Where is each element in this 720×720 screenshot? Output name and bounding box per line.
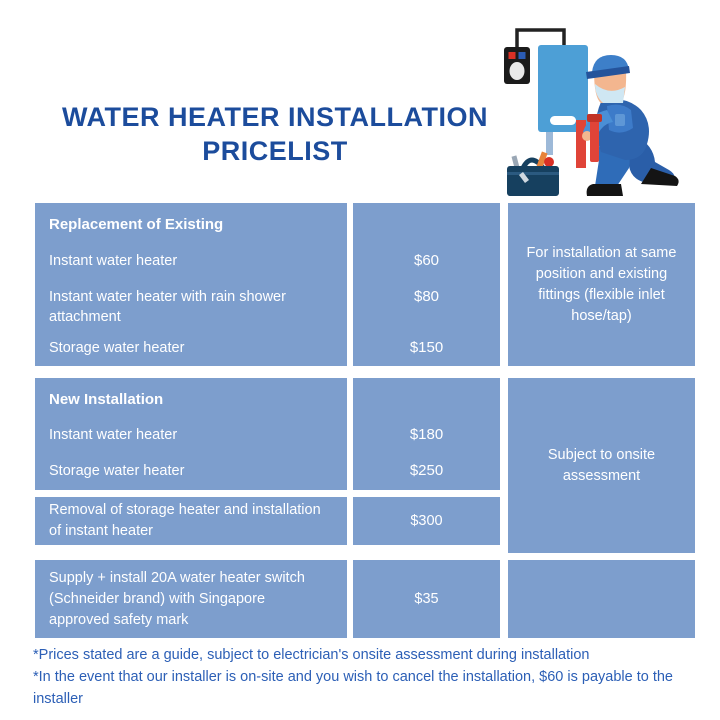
section2-header: New Installation [49, 391, 164, 408]
page-title-line1: WATER HEATER INSTALLATION [62, 102, 488, 132]
plumber-figure [582, 55, 679, 196]
row3-price: $300 [410, 512, 443, 529]
footnote-1: *Prices stated are a guide, subject to e… [33, 647, 590, 663]
plumber-installing-water-heater-illustration [504, 28, 679, 196]
section1-header: Replacement of Existing [49, 216, 224, 233]
section1-note-box: For installation at same position and ex… [508, 203, 695, 366]
row3-label-box: Removal of storage heater and installati… [35, 497, 347, 545]
section1-note: For installation at same position and ex… [526, 244, 677, 324]
section1-items-box: Replacement of Existing Instant water he… [35, 203, 347, 366]
section2-item2-label: Storage water heater [49, 463, 185, 479]
section2-prices-box: $180 $250 [353, 378, 500, 490]
section1-item2-price: $80 [413, 288, 440, 305]
water-heater-icon [538, 45, 588, 168]
row4-label: Supply + install 20A water heater switch… [49, 569, 305, 628]
footnote-2: *In the event that our installer is on-s… [33, 669, 673, 707]
section1-item3-label: Storage water heater [49, 340, 185, 356]
section1-item3-price: $150 [409, 339, 444, 356]
toolbox-icon [507, 151, 559, 196]
section1-item1-price: $60 [413, 252, 440, 269]
section2-item2-price: $250 [409, 462, 444, 479]
section1-prices-box: $60 $80 $150 [353, 203, 500, 366]
row4-empty-box [508, 560, 695, 638]
page-title: WATER HEATER INSTALLATION PRICELIST [38, 100, 512, 168]
control-switch-icon [504, 47, 530, 84]
section2-items-box: New Installation Instant water heater St… [35, 378, 347, 490]
section2-item1-price: $180 [409, 426, 444, 443]
section2-note: Subject to onsite assessment [547, 446, 656, 484]
row4-price-box: $35 [353, 560, 500, 638]
wire [515, 28, 566, 50]
row3-label: Removal of storage heater and installati… [49, 502, 321, 539]
row4-price: $35 [414, 590, 439, 607]
page-title-line2: PRICELIST [202, 136, 348, 166]
section1-item1-label: Instant water heater [49, 253, 178, 269]
section1-item2-label: Instant water heater with rain shower at… [49, 289, 286, 325]
section2-item1-label: Instant water heater [49, 427, 178, 443]
row3-price-box: $300 [353, 497, 500, 545]
row4-label-box: Supply + install 20A water heater switch… [35, 560, 347, 638]
section2-note-box: Subject to onsite assessment [508, 378, 695, 553]
